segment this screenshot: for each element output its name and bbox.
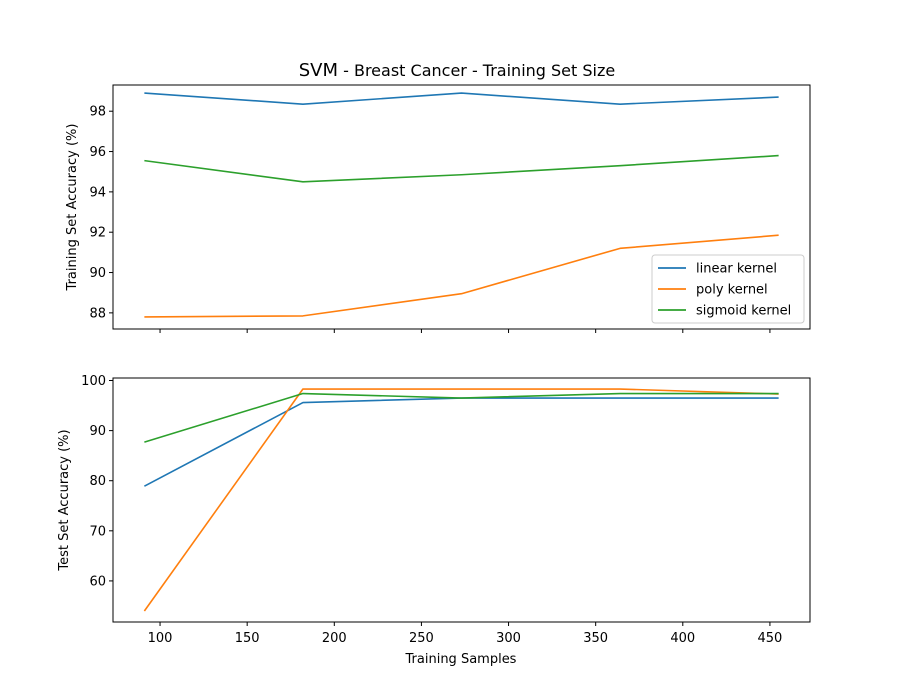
test-y-tick-label: 100 xyxy=(81,374,106,389)
test-panel: 60 70 80 90 100 100 150 200 250 300 350 400 450 Test … xyxy=(57,374,811,646)
x-tick-label: 400 xyxy=(670,631,695,646)
training-y-tick-label: 98 xyxy=(89,105,106,120)
test-y-axis-label: Test Set Accuracy (%) xyxy=(57,429,72,571)
test-y-tick-label: 90 xyxy=(89,424,106,439)
x-tick-label: 100 xyxy=(148,631,173,646)
legend-label: sigmoid kernel xyxy=(696,304,791,319)
training-series-sigmoid-kernel xyxy=(144,154,779,183)
x-axis-label: Training Samples xyxy=(405,652,517,667)
legend: linear kernel poly kernel sigmoid kernel xyxy=(651,254,805,324)
training-series-poly-kernel xyxy=(144,234,779,318)
legend-box xyxy=(651,254,805,324)
x-tick-label: 250 xyxy=(409,631,434,646)
chart-title: SVM - Breast Cancer - Training Set Size xyxy=(299,60,615,81)
training-axes-frame xyxy=(112,84,811,330)
x-tick-label: 200 xyxy=(322,631,347,646)
training-series-linear-kernel xyxy=(144,92,779,105)
chart-title-sub: - Breast Cancer - Training Set Size xyxy=(338,61,615,80)
x-tick-label: 350 xyxy=(583,631,608,646)
test-y-tick-label: 80 xyxy=(89,474,106,489)
test-y-tick-label: 70 xyxy=(89,524,106,539)
legend-label: poly kernel xyxy=(696,283,768,298)
chart-title-main: SVM xyxy=(299,60,338,81)
training-y-tick-label: 90 xyxy=(89,266,106,281)
x-tick-label: 150 xyxy=(235,631,260,646)
training-y-tick-label: 94 xyxy=(89,185,106,200)
test-y-tick-label: 60 xyxy=(89,574,106,589)
training-y-axis-label: Training Set Accuracy (%) xyxy=(65,124,80,292)
x-tick-label: 300 xyxy=(496,631,521,646)
training-y-tick-label: 88 xyxy=(89,306,106,321)
test-axes-frame xyxy=(112,377,811,623)
test-series-poly-kernel xyxy=(143,388,779,612)
legend-label: linear kernel xyxy=(696,262,777,277)
x-tick-label: 450 xyxy=(758,631,783,646)
training-y-tick-label: 96 xyxy=(89,145,106,160)
training-panel: 88 90 92 94 96 98 Training Set Accuracy (%) xyxy=(65,84,811,333)
test-series-linear-kernel xyxy=(143,397,779,487)
training-y-tick-label: 92 xyxy=(89,226,106,241)
test-series-sigmoid-kernel xyxy=(144,392,779,443)
